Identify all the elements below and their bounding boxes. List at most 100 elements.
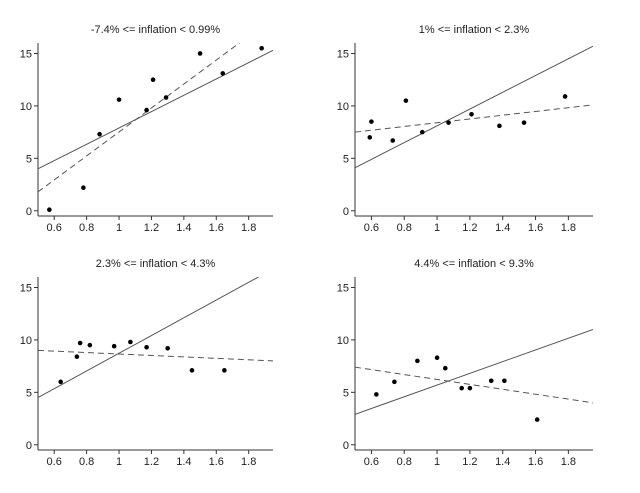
data-point: [434, 355, 440, 361]
y-tick-label: 15: [337, 48, 349, 60]
x-tick-label: 1.4: [495, 222, 510, 234]
data-point: [74, 354, 80, 359]
x-tick-label: 1.4: [495, 456, 510, 468]
x-tick-label: 1.4: [176, 222, 191, 234]
data-point: [111, 343, 117, 349]
data-point: [442, 365, 448, 371]
data-point: [163, 95, 169, 100]
x-tick-label: 1: [116, 222, 122, 234]
data-point: [87, 342, 93, 348]
x-tick-label: 0.8: [397, 222, 412, 234]
x-tick-label: 1.8: [561, 222, 576, 234]
data-point: [47, 207, 52, 213]
data-point: [58, 379, 63, 385]
data-point: [467, 385, 473, 391]
y-tick-label: 5: [26, 387, 32, 399]
panel-title: -7.4% <= inflation < 0.99%: [91, 24, 221, 36]
data-point: [222, 368, 227, 373]
y-tick-label: 0: [26, 440, 32, 452]
dashed-fit-line: [38, 43, 241, 193]
x-tick-label: 0.6: [47, 456, 62, 468]
data-point: [521, 120, 527, 125]
panel-1: -7.4% <= inflation < 0.99% 0.6 0.8 1 1.2 1.4 1…: [20, 24, 273, 234]
x-tick-label: 1: [434, 222, 440, 234]
data-point: [502, 378, 507, 384]
x-tick-label: 1.4: [176, 456, 191, 468]
y-tick-label: 0: [343, 206, 349, 218]
data-point: [415, 358, 420, 364]
x-tick-label: 1.6: [209, 456, 224, 468]
y-tick-label: 5: [26, 153, 32, 165]
data-point: [259, 45, 264, 51]
data-point: [390, 138, 396, 143]
data-point: [534, 417, 540, 422]
x-tick-label: 1.8: [561, 456, 576, 468]
data-point: [128, 339, 133, 345]
x-tick-label: 1.2: [144, 456, 159, 468]
y-tick-label: 15: [337, 282, 349, 294]
y-tick-label: 15: [20, 282, 32, 294]
data-point: [144, 344, 149, 350]
x-tick-label: 1: [116, 456, 122, 468]
x-tick-label: 1.6: [209, 222, 224, 234]
x-tick-label: 1.6: [528, 456, 543, 468]
x-tick-label: 0.6: [47, 222, 62, 234]
x-tick-label: 0.8: [79, 222, 94, 234]
data-point: [403, 98, 409, 103]
data-point: [497, 123, 502, 129]
y-tick-label: 10: [20, 335, 32, 347]
dashed-fit-line: [355, 366, 593, 404]
data-point: [77, 340, 83, 346]
solid-fit-line: [38, 277, 259, 399]
x-tick-label: 1: [434, 456, 440, 468]
data-point: [469, 111, 474, 117]
y-tick-label: 10: [337, 335, 349, 347]
panel-title: 4.4% <= inflation < 9.3%: [414, 258, 534, 270]
data-point: [367, 135, 373, 140]
x-tick-label: 0.6: [364, 222, 379, 234]
x-tick-label: 1.2: [462, 456, 477, 468]
x-tick-label: 1.8: [241, 222, 256, 234]
solid-fit-line: [38, 49, 273, 170]
data-point: [144, 107, 149, 113]
y-tick-label: 0: [26, 206, 32, 218]
y-tick-label: 5: [343, 153, 349, 165]
data-point: [488, 378, 494, 384]
y-tick-label: 0: [343, 440, 349, 452]
solid-fit-line: [355, 328, 593, 415]
data-point: [197, 51, 203, 56]
x-tick-label: 0.6: [364, 456, 379, 468]
y-tick-label: 15: [20, 48, 32, 60]
panel-title: 1% <= inflation < 2.3%: [419, 24, 530, 36]
x-tick-label: 0.8: [397, 456, 412, 468]
panel-title: 2.3% <= inflation < 4.3%: [96, 258, 216, 270]
data-point: [165, 345, 170, 351]
data-point: [419, 129, 425, 135]
x-tick-label: 1.2: [462, 222, 477, 234]
data-point: [392, 379, 397, 385]
y-tick-label: 5: [343, 387, 349, 399]
data-point: [220, 71, 226, 76]
data-point: [81, 185, 86, 190]
x-tick-label: 1.2: [144, 222, 159, 234]
data-point: [369, 119, 374, 124]
data-point: [562, 94, 568, 99]
solid-fit-line: [355, 45, 593, 169]
data-point: [150, 77, 156, 82]
data-point: [97, 131, 102, 137]
panel-4: 4.4% <= inflation < 9.3% 0.6 0.8 1 1.2 1.4 1.6…: [337, 258, 593, 468]
x-tick-label: 0.8: [79, 456, 94, 468]
data-point: [189, 368, 195, 373]
data-point: [459, 385, 464, 391]
data-point: [374, 392, 379, 397]
panel-3: 2.3% <= inflation < 4.3% 0.6 0.8 1 1.2 1.4 1.6…: [20, 258, 273, 468]
y-tick-label: 10: [20, 101, 32, 113]
y-tick-label: 10: [337, 101, 349, 113]
x-tick-label: 1.8: [241, 456, 256, 468]
panel-2: 1% <= inflation < 2.3% 0.6 0.8 1 1.2 1.4 1.6 1.…: [337, 24, 593, 234]
x-tick-label: 1.6: [528, 222, 543, 234]
data-point: [446, 120, 451, 125]
data-point: [116, 97, 122, 102]
